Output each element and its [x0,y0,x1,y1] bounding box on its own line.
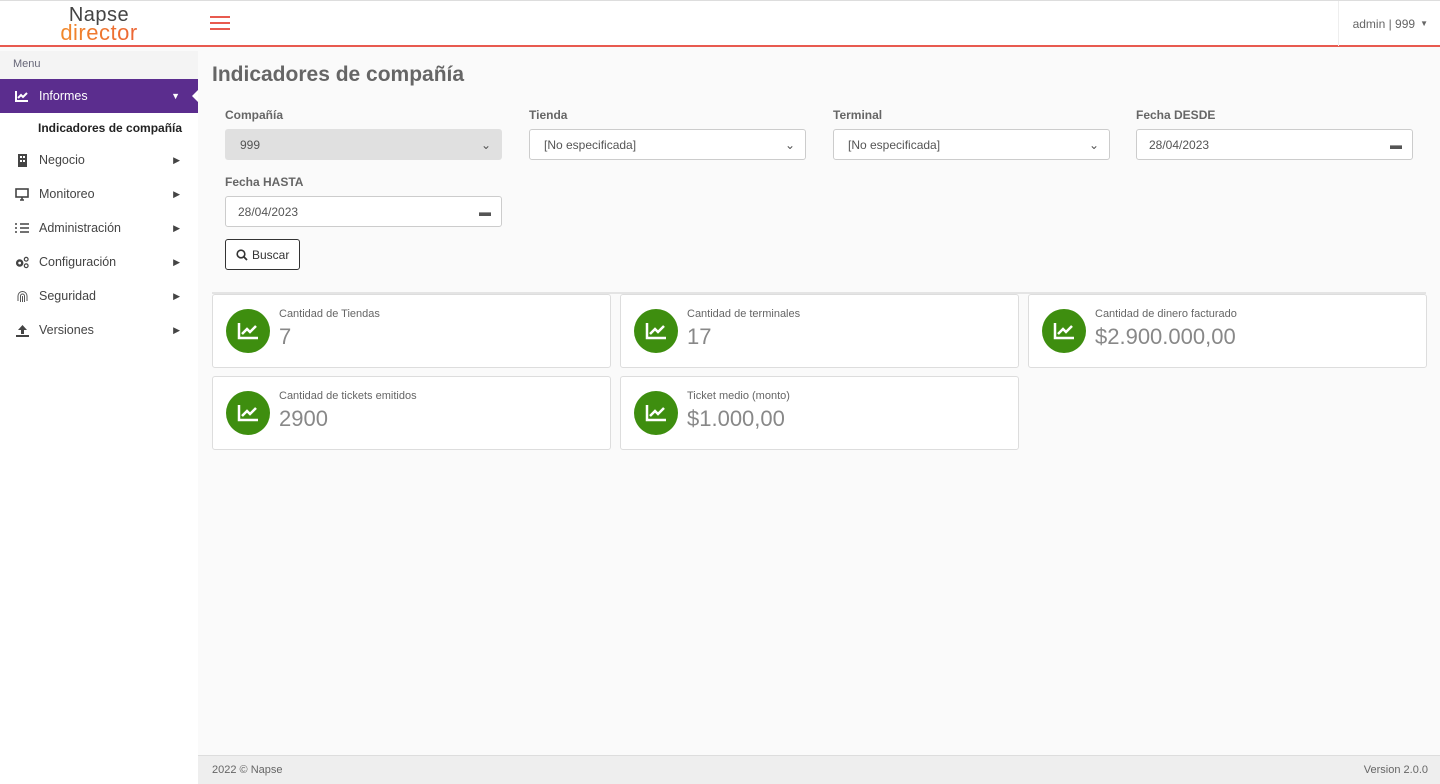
chart-line-icon [226,309,270,353]
user-menu[interactable]: admin | 999 ▼ [1337,1,1440,46]
logo[interactable]: Napse director [0,4,198,44]
card-title: Cantidad de terminales [687,308,801,320]
monitor-icon [15,187,29,201]
card-title: Ticket medio (monto) [687,390,790,402]
list-check-icon [15,221,29,235]
date-to-input[interactable]: 28/04/2023 ▬ [225,196,502,227]
sidebar-item-label: Seguridad [39,289,96,303]
chevron-down-icon: ⌄ [784,137,795,152]
footer: 2022 © Napse Version 2.0.0 [198,755,1440,784]
sidebar-item-informes[interactable]: Informes ▼ [0,79,198,113]
sidebar-item-label: Monitoreo [39,187,95,201]
caret-right-icon: ▶ [173,256,180,267]
date-to-field: Fecha HASTA 28/04/2023 ▬ [225,175,502,227]
search-icon [236,248,248,261]
store-field: Tienda [No especificada] ⌄ [529,108,806,160]
store-label: Tienda [529,108,568,122]
divider [212,292,1426,294]
sidebar-subitem-indicadores[interactable]: Indicadores de compañía [38,121,183,135]
upload-icon [15,323,29,337]
chevron-down-icon: ⌄ [480,137,491,152]
date-to-value: 28/04/2023 [238,204,299,219]
company-value: 999 [240,137,261,152]
sidebar-item-configuracion[interactable]: Configuración ▶ [0,245,198,279]
sidebar-item-label: Administración [39,221,121,235]
store-select[interactable]: [No especificada] ⌄ [529,129,806,160]
caret-right-icon: ▶ [173,154,180,165]
sidebar-item-label: Configuración [39,255,117,269]
sidebar-item-versiones[interactable]: Versiones ▶ [0,313,198,347]
copyright: 2022 © Napse [212,764,283,776]
date-from-input[interactable]: 28/04/2023 ▬ [1136,129,1413,160]
logo-text-top: Napse [68,4,130,26]
card-value: $1.000,00 [687,406,785,431]
caret-down-icon: ▼ [171,91,180,101]
sidebar-item-label: Versiones [39,323,94,337]
sidebar-item-label: Informes [39,89,88,103]
indicator-card: Cantidad de terminales 17 [620,294,1019,368]
sidebar: Menu Informes ▼ Indicadores de compañía … [0,51,198,784]
terminal-value: [No especificada] [848,137,941,152]
terminal-field: Terminal [No especificada] ⌄ [833,108,1110,160]
chart-line-icon [15,89,29,103]
caret-right-icon: ▶ [173,290,180,301]
building-icon [15,153,29,167]
caret-right-icon: ▶ [173,222,180,233]
sidebar-item-label: Negocio [39,153,85,167]
main-content: Indicadores de compañía Compañía 999 ⌄ Ti… [198,49,1440,755]
indicator-card: Cantidad de Tiendas 7 [212,294,611,368]
indicator-card: Cantidad de dinero facturado $2.900.000,0… [1028,294,1427,368]
company-select[interactable]: 999 ⌄ [225,129,502,160]
chart-line-icon [634,391,678,435]
terminal-label: Terminal [833,108,883,122]
date-from-label: Fecha DESDE [1136,108,1216,122]
date-to-label: Fecha HASTA [225,175,304,189]
card-title: Cantidad de tickets emitidos [279,390,417,402]
card-value: $2.900.000,00 [1095,324,1236,349]
chart-line-icon [226,391,270,435]
sidebar-item-seguridad[interactable]: Seguridad ▶ [0,279,198,313]
page-title: Indicadores de compañía [212,63,465,86]
version: Version 2.0.0 [1363,764,1428,776]
company-field: Compañía 999 ⌄ [225,108,502,160]
chevron-down-icon: ⌄ [1088,137,1099,152]
sidebar-item-administracion[interactable]: Administración ▶ [0,211,198,245]
card-value: 7 [279,324,292,349]
company-label: Compañía [225,108,284,122]
calendar-icon[interactable]: ▬ [1390,137,1402,152]
store-value: [No especificada] [544,137,637,152]
caret-right-icon: ▶ [173,324,180,335]
topbar: Napse director admin | 999 ▼ [0,0,1440,47]
calendar-icon[interactable]: ▬ [479,204,491,219]
caret-right-icon: ▶ [173,188,180,199]
indicator-card: Cantidad de tickets emitidos 2900 [212,376,611,450]
terminal-select[interactable]: [No especificada] ⌄ [833,129,1110,160]
search-button[interactable]: Buscar [225,239,301,270]
card-value: 2900 [279,406,328,431]
sidebar-item-negocio[interactable]: Negocio ▶ [0,143,198,177]
user-label: admin | 999 [1352,16,1416,31]
card-title: Cantidad de Tiendas [279,308,380,320]
logo-text-bottom: director [0,22,198,44]
caret-down-icon: ▼ [1420,19,1428,28]
chart-line-icon [634,309,678,353]
date-from-value: 28/04/2023 [1149,137,1210,152]
menu-heading: Menu [0,51,198,79]
date-from-field: Fecha DESDE 28/04/2023 ▬ [1136,108,1413,160]
hamburger-menu-icon[interactable] [210,12,230,34]
sidebar-item-monitoreo[interactable]: Monitoreo ▶ [0,177,198,211]
card-value: 17 [687,324,712,349]
fingerprint-icon [15,289,29,303]
chart-line-icon [1042,309,1086,353]
gears-icon [15,255,29,269]
card-title: Cantidad de dinero facturado [1095,308,1237,320]
indicator-card: Ticket medio (monto) $1.000,00 [620,376,1019,450]
search-button-label: Buscar [252,247,290,262]
